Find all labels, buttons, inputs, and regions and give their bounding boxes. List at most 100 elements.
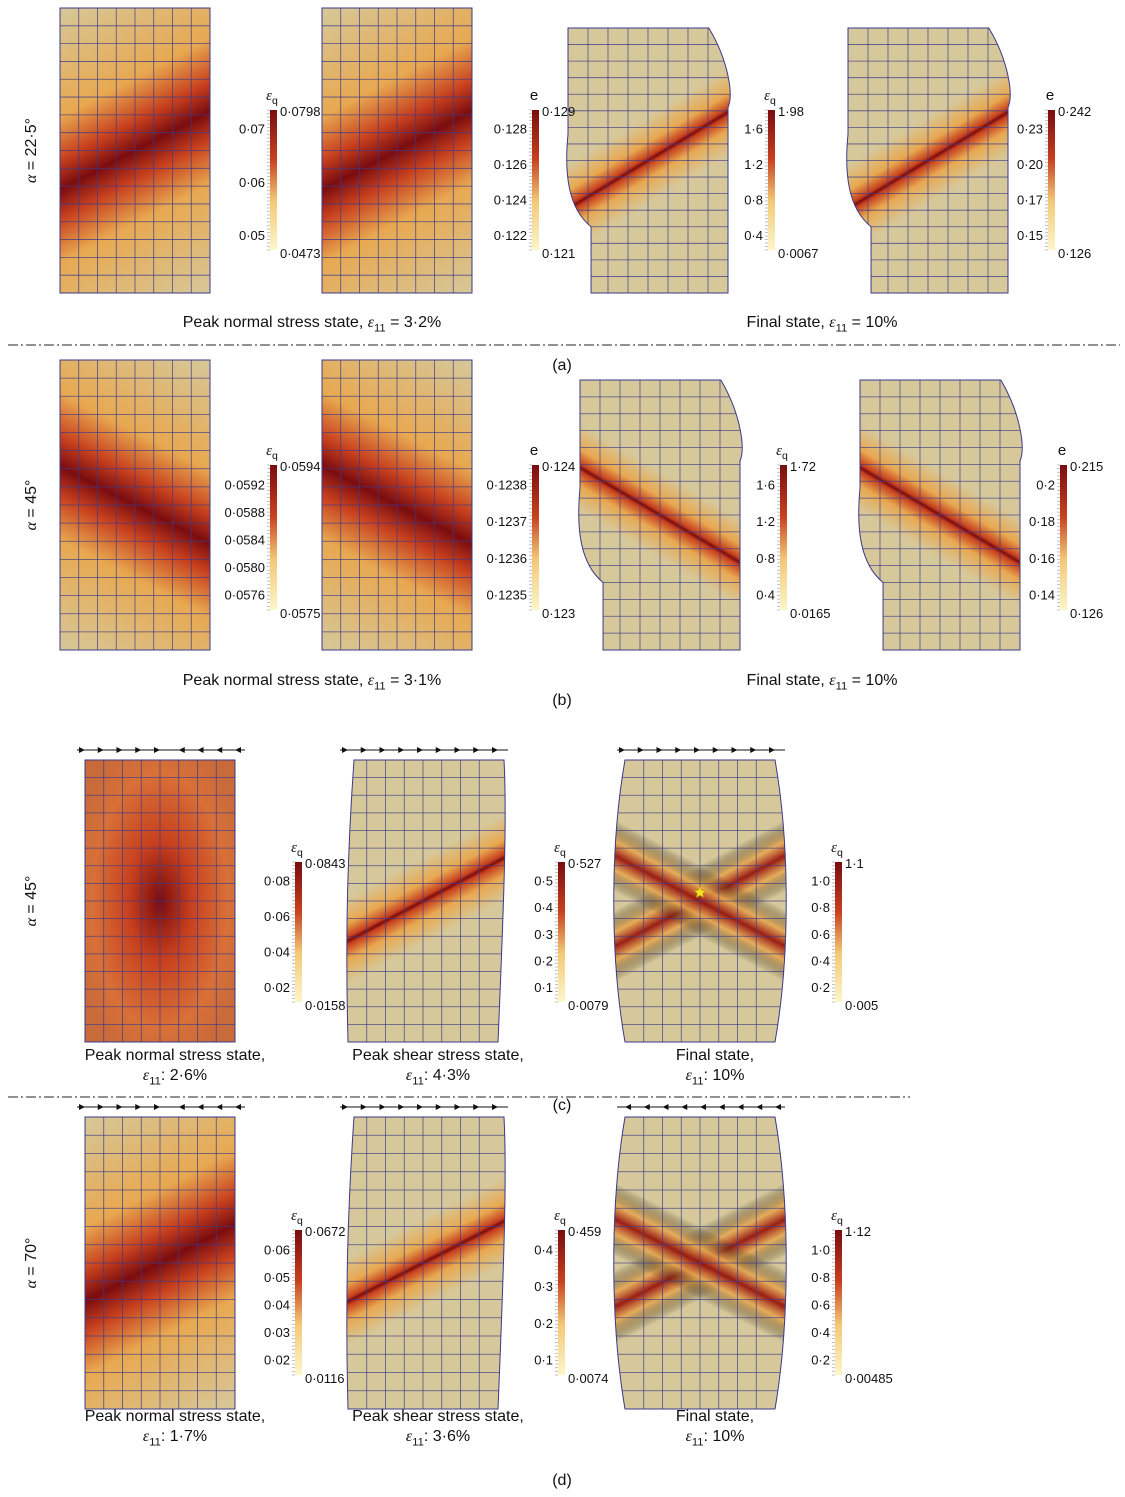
- colorbar-2: e 0·129 0·121 0·128 0·126 0·124 0·122: [494, 87, 576, 261]
- panel-4: α = 70° Peak normal stress state, ε11​: 1·…: [23, 1104, 787, 1489]
- loading-arrows: [340, 747, 508, 753]
- colorbar-3: εq​1·1 0·005 1·0 0·8 0·6 0·4 0·2: [811, 840, 878, 1013]
- row-label: α = 45°: [23, 876, 40, 927]
- plot-caption-strain: ε11​: 3·6%: [406, 1428, 470, 1448]
- arrow-icon: [775, 1104, 781, 1110]
- colorbar-min: 0·0575: [280, 606, 320, 621]
- colorbar-tick-label: 1·2: [744, 157, 763, 172]
- loading-arrows: [340, 1104, 508, 1110]
- colorbar-tick-label: 0·0584: [225, 532, 265, 547]
- specimen-2: [340, 747, 508, 1043]
- colorbar-tick-label: 0·14: [1029, 588, 1055, 603]
- panel-2: α = 45° Peak normal stress state, ε11​ = …: [23, 359, 1023, 709]
- colorbar-tick-label: 0·8: [744, 193, 763, 208]
- specimen-1: [77, 747, 245, 1043]
- colorbar-tick-label: 0·6: [811, 927, 830, 942]
- colorbar-gradient: [558, 1230, 565, 1375]
- colorbar-symbol: e: [1046, 87, 1054, 104]
- colorbar-min: 0·0165: [790, 606, 830, 621]
- colorbar-1: εq​0·0594 0·0575 0·0592 0·0588 0·0584 0·0580 0…: [225, 443, 321, 621]
- plot-caption-strain: ε11​: 10%: [686, 1428, 745, 1448]
- specimen-1: [59, 359, 211, 651]
- arrow-icon: [79, 1104, 85, 1110]
- arrow-icon: [675, 747, 682, 753]
- colorbar-tick-label: 0·5: [534, 874, 553, 889]
- arrow-icon: [135, 1104, 142, 1110]
- arrow-icon: [197, 747, 204, 753]
- colorbar-min: 0·0158: [305, 998, 345, 1013]
- specimen-3: [578, 379, 743, 651]
- arrow-icon: [454, 1104, 461, 1110]
- arrow-icon: [197, 1104, 204, 1110]
- colorbar-max: 0·124: [542, 459, 575, 474]
- specimen-2: [321, 7, 473, 294]
- panel-label: (c): [553, 1097, 572, 1114]
- colorbar-symbol: εq​: [291, 1208, 303, 1227]
- colorbar-gradient: [768, 110, 775, 250]
- loading-arrows: [77, 1104, 245, 1110]
- arrow-icon: [769, 747, 775, 753]
- star-icon: [693, 885, 707, 899]
- colorbar-tick-label: 0·2: [534, 1316, 553, 1331]
- colorbar-max: 1·12: [845, 1224, 871, 1239]
- colorbar-tick-label: 0·3: [534, 1279, 553, 1294]
- colorbar-gradient: [1060, 465, 1067, 610]
- colorbar-3: εq​1·12 0·00485 1·0 0·8 0·6 0·4 0·2: [811, 1208, 893, 1386]
- colorbar-2: e 0·124 0·123 0·1238 0·1237 0·1236 0·1235: [487, 442, 576, 621]
- colorbar-tick-label: 0·04: [264, 1297, 290, 1312]
- colorbar-symbol: εq​: [266, 88, 278, 107]
- arrow-icon: [694, 747, 700, 753]
- colorbar-symbol: εq​: [831, 1208, 843, 1227]
- colorbar-tick-label: 0·20: [1017, 157, 1043, 172]
- colorbar-tick-label: 0·1: [534, 980, 553, 995]
- colorbar-max: 0·0843: [305, 856, 345, 871]
- plot-caption: Final state,: [676, 1047, 754, 1064]
- arrow-icon: [756, 1104, 763, 1110]
- colorbar-tick-label: 0·2: [811, 1353, 830, 1368]
- colorbar-min: 0·0079: [568, 998, 608, 1013]
- colorbar-tick-label: 0·0580: [225, 560, 265, 575]
- colorbar-symbol: εq​: [291, 840, 303, 859]
- arrow-icon: [492, 1104, 498, 1110]
- arrow-icon: [178, 1104, 185, 1110]
- arrow-icon: [398, 1104, 405, 1110]
- colorbar-tick-label: 0·07: [239, 122, 265, 137]
- specimen-3: [613, 1104, 787, 1410]
- arrow-icon: [342, 747, 348, 753]
- colorbar-symbol: εq​: [831, 840, 843, 859]
- colorbar-symbol: εq​: [266, 443, 278, 462]
- colorbar-min: 0·0116: [305, 1371, 345, 1386]
- colorbar-max: 1·72: [790, 459, 816, 474]
- arrow-icon: [216, 747, 223, 753]
- arrow-icon: [417, 1104, 423, 1110]
- arrow-icon: [619, 747, 625, 753]
- colorbar-tick-label: 0·4: [811, 953, 830, 968]
- colorbar-gradient: [295, 1230, 302, 1375]
- arrow-icon: [360, 747, 367, 753]
- arrow-icon: [712, 747, 719, 753]
- colorbar-min: 0·121: [542, 246, 575, 261]
- colorbar-1: εq​0·0843 0·0158 0·08 0·06 0·04 0·02: [264, 840, 346, 1013]
- arrow-icon: [216, 1104, 223, 1110]
- arrow-icon: [737, 1104, 744, 1110]
- colorbar-max: 0·0594: [280, 459, 320, 474]
- plot-caption-strain: ε11​: 1·7%: [143, 1428, 207, 1448]
- panel-label: (d): [552, 1472, 572, 1489]
- arrow-icon: [731, 747, 738, 753]
- group-caption: Final state, ε11​ = 10%: [747, 314, 898, 334]
- colorbar-max: 0·215: [1070, 459, 1103, 474]
- arrow-icon: [79, 747, 85, 753]
- colorbar-gradient: [1048, 110, 1055, 250]
- colorbar-tick-label: 0·1235: [487, 588, 527, 603]
- colorbar-symbol: e: [530, 442, 538, 459]
- colorbar-tick-label: 0·8: [811, 900, 830, 915]
- colorbar-tick-label: 0·06: [264, 909, 290, 924]
- arrow-icon: [379, 1104, 386, 1110]
- colorbar-max: 1·1: [845, 856, 864, 871]
- row-label: α = 45°: [23, 480, 40, 531]
- colorbar-max: 0·0672: [305, 1224, 345, 1239]
- colorbar-tick-label: 0·122: [494, 228, 527, 243]
- colorbar-gradient: [295, 862, 302, 1002]
- colorbar-tick-label: 0·8: [756, 551, 775, 566]
- colorbar-max: 0·242: [1058, 104, 1091, 119]
